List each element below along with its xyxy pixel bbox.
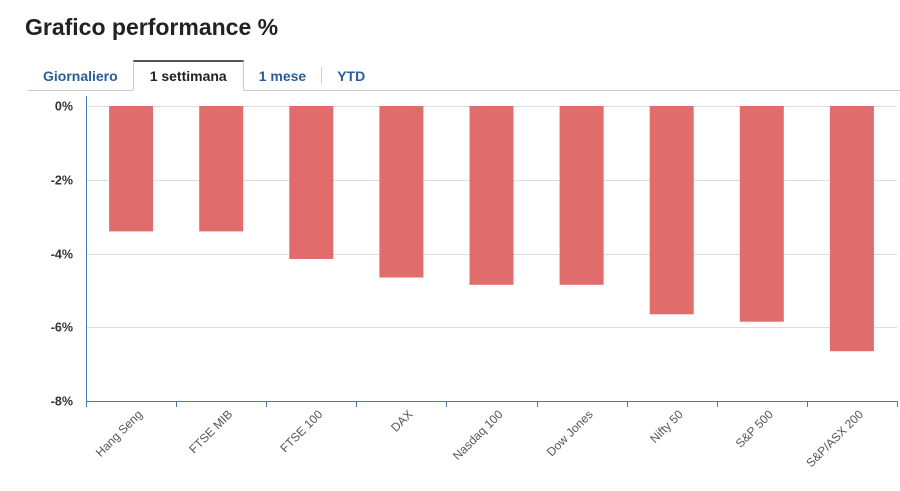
x-category-label: Nifty 50 <box>647 407 686 446</box>
bar[interactable] <box>559 106 604 285</box>
x-category-label: Dow Jones <box>544 407 596 459</box>
tab-separator <box>321 67 323 84</box>
tab-1-settimana[interactable]: 1 settimana <box>132 60 244 91</box>
y-tick-label: -4% <box>51 248 73 262</box>
y-tick-label: -2% <box>51 174 73 188</box>
bar[interactable] <box>829 106 874 352</box>
x-category-label: S&P/ASX 200 <box>803 407 866 470</box>
tabs-divider <box>28 90 900 91</box>
bar[interactable] <box>379 106 424 278</box>
x-category-label: DAX <box>388 407 415 434</box>
chart-title: Grafico performance % <box>25 14 279 40</box>
y-tick-label: -6% <box>51 321 73 335</box>
bar[interactable] <box>469 106 514 285</box>
bar[interactable] <box>199 106 244 232</box>
y-tick-label: -8% <box>51 395 73 409</box>
tab-ytd[interactable]: YTD <box>337 67 366 84</box>
x-category-label: S&P 500 <box>733 407 776 450</box>
bar[interactable] <box>109 106 154 232</box>
tab-1-mese[interactable]: 1 mese <box>258 67 307 84</box>
x-category-label: FTSE 100 <box>277 407 325 455</box>
bar[interactable] <box>739 106 784 322</box>
bar[interactable] <box>289 106 334 259</box>
period-tabs: Giornaliero 1 settimana 1 mese YTD <box>28 60 380 91</box>
tab-giornaliero[interactable]: Giornaliero <box>43 67 118 84</box>
y-tick-label: 0% <box>55 100 73 114</box>
x-category-label: Nasdaq 100 <box>450 407 506 463</box>
x-category-label: FTSE MIB <box>186 407 235 456</box>
bar[interactable] <box>649 106 694 315</box>
x-category-label: Hang Seng <box>93 407 145 459</box>
